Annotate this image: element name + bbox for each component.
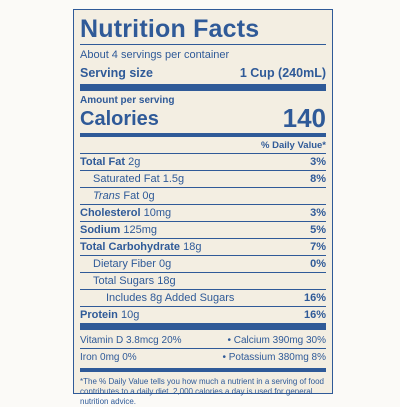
dv-header: % Daily Value* xyxy=(80,137,326,153)
dv: 7% xyxy=(310,241,326,253)
nutrient: Sodium xyxy=(80,224,121,236)
dv: 5% xyxy=(310,224,326,236)
dv: 16% xyxy=(303,309,326,321)
nutrient: Total Fat xyxy=(80,156,126,168)
vitamin-row: Vitamin D 3.8mcg 20% • Calcium 390mg 30% xyxy=(80,332,326,348)
serving-size-label: Serving size xyxy=(80,65,153,80)
nutrient: Dietary Fiber xyxy=(93,258,156,270)
servings: About 4 servings per container xyxy=(80,47,326,63)
calories-label: Calories xyxy=(80,108,159,130)
vitamin: • Calcium 390mg 30% xyxy=(227,334,326,346)
amount: 10g xyxy=(120,309,140,321)
amount: 125mg xyxy=(123,224,158,236)
calories: Calories 140 xyxy=(80,103,326,137)
nutrient: Total Sugars xyxy=(93,275,155,287)
amount: 2g xyxy=(128,156,141,168)
vitamin: Vitamin D 3.8mcg 20% xyxy=(80,334,182,346)
nutrient: Includes 8g Added Sugars xyxy=(106,292,235,304)
amount-text: Amount per serving xyxy=(80,94,175,106)
amount-per-serving: Amount per serving xyxy=(80,93,326,107)
serving-size: Serving size 1 Cup (240mL) xyxy=(80,63,326,91)
row: Trans Fat 0g xyxy=(80,187,326,204)
servings-text: About 4 servings per container xyxy=(80,49,230,61)
footnote: *The % Daily Value tells you how much a … xyxy=(80,368,326,407)
row: Includes 8g Added Sugars 16% xyxy=(80,289,326,306)
row: Total Fat 2g 3% xyxy=(80,153,326,170)
row: Sodium 125mg 5% xyxy=(80,221,326,238)
row: Protein 10g 16% xyxy=(80,306,326,323)
serving-size-value: 1 Cup (240mL) xyxy=(239,65,326,80)
row: Total Sugars 18g xyxy=(80,272,326,289)
nutrient: Saturated Fat xyxy=(93,173,160,185)
dv: 0% xyxy=(310,258,326,270)
row: Total Carbohydrate 18g 7% xyxy=(80,238,326,255)
row: Dietary Fiber 0g 0% xyxy=(80,255,326,272)
dv: 3% xyxy=(310,156,326,168)
amount: 10mg xyxy=(143,207,172,219)
nutrient: Total Carbohydrate xyxy=(80,241,181,253)
nutrient: Cholesterol xyxy=(80,207,141,219)
amount: 0g xyxy=(159,258,172,270)
nutrition-label: Nutrition Facts About 4 servings per con… xyxy=(73,9,333,406)
vitamin: • Potassium 380mg 8% xyxy=(222,351,326,363)
title: Nutrition Facts xyxy=(80,14,326,45)
nutrient: Protein xyxy=(80,309,118,321)
amount: 1.5g xyxy=(162,173,185,185)
row: Saturated Fat 1.5g 8% xyxy=(80,170,326,187)
vitamin: Iron 0mg 0% xyxy=(80,351,137,363)
dv-header-text: % Daily Value* xyxy=(261,139,326,151)
dv: 3% xyxy=(310,207,326,219)
calories-value: 140 xyxy=(282,103,326,133)
row: Cholesterol 10mg 3% xyxy=(80,204,326,221)
dv: 16% xyxy=(303,292,326,304)
divider xyxy=(80,323,326,330)
amount: 0g xyxy=(142,190,155,202)
amount: 18g xyxy=(183,241,202,253)
vitamin-row: Iron 0mg 0% • Potassium 380mg 8% xyxy=(80,348,326,365)
dv: 8% xyxy=(310,173,326,185)
nutrient: Fat xyxy=(123,190,140,202)
amount: 18g xyxy=(157,275,176,287)
nutrient-italic: Trans xyxy=(93,190,121,202)
